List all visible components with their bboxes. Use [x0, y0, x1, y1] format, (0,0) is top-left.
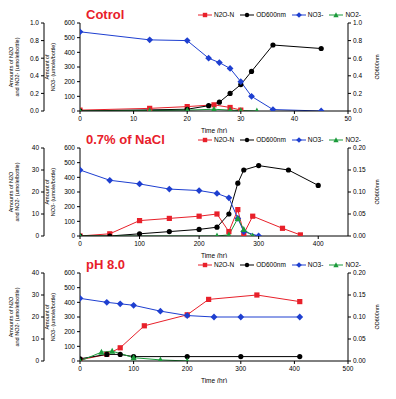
- html-text:NO2-: NO2-: [345, 136, 361, 143]
- svg-text:300: 300: [64, 63, 75, 70]
- svg-text:0: 0: [71, 107, 75, 114]
- svg-text:100: 100: [128, 365, 139, 372]
- svg-text:0.15: 0.15: [353, 291, 366, 298]
- html-text:N2O-N: N2O-N: [214, 11, 235, 18]
- svg-text:0.00: 0.00: [353, 232, 366, 239]
- svg-text:0.6: 0.6: [353, 55, 362, 62]
- svg-text:10: 10: [130, 115, 138, 122]
- html-text:NO3-: NO3-: [307, 261, 324, 268]
- html-text:OD600nm: OD600nm: [256, 261, 286, 268]
- html-text:N2O-N: N2O-N: [214, 261, 235, 268]
- svg-text:200: 200: [64, 78, 75, 85]
- svg-text:400: 400: [64, 299, 75, 306]
- svg-text:0.0: 0.0: [353, 107, 362, 114]
- svg-text:0.05: 0.05: [353, 210, 366, 217]
- svg-text:OD600nm: OD600nm: [374, 304, 380, 329]
- svg-text:0.4: 0.4: [30, 72, 39, 79]
- svg-text:0.10: 0.10: [353, 188, 366, 195]
- svg-text:0: 0: [71, 232, 75, 239]
- svg-text:0.2: 0.2: [353, 90, 362, 97]
- svg-text:0.0: 0.0: [30, 107, 39, 114]
- svg-text:400: 400: [64, 174, 75, 181]
- svg-text:400: 400: [313, 240, 324, 247]
- html-text:NO2-: NO2-: [345, 11, 361, 18]
- svg-text:0.8: 0.8: [30, 37, 39, 44]
- svg-text:0.6: 0.6: [30, 55, 39, 62]
- svg-text:0.8: 0.8: [353, 37, 362, 44]
- svg-text:0: 0: [71, 357, 75, 364]
- svg-text:0: 0: [78, 365, 82, 372]
- svg-text:500: 500: [64, 284, 75, 291]
- svg-text:0: 0: [35, 357, 39, 364]
- svg-text:300: 300: [64, 313, 75, 320]
- svg-text:Time (hr): Time (hr): [201, 252, 227, 258]
- svg-text:200: 200: [64, 328, 75, 335]
- svg-text:500: 500: [343, 365, 354, 372]
- html-text:N2O-N: N2O-N: [214, 136, 235, 143]
- html-text:NO3-: NO3-: [307, 136, 324, 143]
- svg-text:40: 40: [291, 115, 299, 122]
- svg-text:Amount ofNO3- (umole/bottle): Amount ofNO3- (umole/bottle): [44, 168, 56, 216]
- html-text:NO3-: NO3-: [307, 11, 324, 18]
- svg-text:10: 10: [32, 210, 40, 217]
- svg-text:20: 20: [184, 115, 192, 122]
- svg-text:0.20: 0.20: [353, 144, 366, 151]
- svg-text:1.0: 1.0: [30, 19, 39, 26]
- svg-text:600: 600: [64, 19, 75, 26]
- svg-text:200: 200: [194, 240, 205, 247]
- svg-text:20: 20: [32, 188, 40, 195]
- svg-text:500: 500: [64, 159, 75, 166]
- svg-text:100: 100: [64, 93, 75, 100]
- svg-text:100: 100: [134, 240, 145, 247]
- svg-text:600: 600: [64, 269, 75, 276]
- svg-text:300: 300: [235, 365, 246, 372]
- svg-text:0: 0: [35, 232, 39, 239]
- svg-text:20: 20: [32, 313, 40, 320]
- svg-text:100: 100: [64, 343, 75, 350]
- html-text:NO2-: NO2-: [345, 261, 361, 268]
- svg-text:0.20: 0.20: [353, 269, 366, 276]
- svg-text:30: 30: [237, 115, 245, 122]
- svg-text:1.0: 1.0: [353, 19, 362, 26]
- html-text:pH 8.0: pH 8.0: [86, 257, 125, 272]
- svg-text:500: 500: [64, 34, 75, 41]
- svg-text:10: 10: [32, 335, 40, 342]
- svg-text:Amounts of N2Oand NO2- (umole/: Amounts of N2Oand NO2- (umole/bottle): [8, 37, 20, 96]
- svg-text:0.10: 0.10: [353, 313, 366, 320]
- svg-text:OD600nm: OD600nm: [374, 54, 380, 79]
- svg-text:0.4: 0.4: [353, 72, 362, 79]
- svg-text:0.15: 0.15: [353, 166, 366, 173]
- svg-text:0: 0: [78, 240, 82, 247]
- svg-text:300: 300: [253, 240, 264, 247]
- html-text:OD600nm: OD600nm: [256, 11, 286, 18]
- svg-text:40: 40: [32, 144, 40, 151]
- svg-text:600: 600: [64, 144, 75, 151]
- svg-text:400: 400: [289, 365, 300, 372]
- svg-text:0.05: 0.05: [353, 335, 366, 342]
- svg-text:30: 30: [32, 166, 40, 173]
- svg-text:50: 50: [344, 115, 352, 122]
- svg-text:Amounts of N2Oand NO2- (umole/: Amounts of N2Oand NO2- (umole/bottle): [8, 162, 20, 221]
- svg-text:Time (hr): Time (hr): [201, 127, 227, 133]
- svg-text:100: 100: [64, 218, 75, 225]
- svg-text:0: 0: [78, 115, 82, 122]
- svg-text:OD600nm: OD600nm: [374, 179, 380, 204]
- svg-text:40: 40: [32, 269, 40, 276]
- svg-text:Amount ofNO3- (umole/bottle): Amount ofNO3- (umole/bottle): [44, 293, 56, 341]
- html-text:Cotrol: Cotrol: [86, 7, 125, 22]
- svg-text:200: 200: [64, 203, 75, 210]
- svg-text:Time (hr): Time (hr): [201, 377, 227, 383]
- svg-text:30: 30: [32, 291, 40, 298]
- html-text:0.7% of NaCl: 0.7% of NaCl: [86, 132, 165, 147]
- svg-text:200: 200: [182, 365, 193, 372]
- svg-text:0.00: 0.00: [353, 357, 366, 364]
- svg-text:300: 300: [64, 188, 75, 195]
- svg-text:Amounts of N2Oand NO2- (umole/: Amounts of N2Oand NO2- (umole/bottle): [8, 287, 20, 346]
- svg-text:400: 400: [64, 49, 75, 56]
- html-text:OD600nm: OD600nm: [256, 136, 286, 143]
- svg-text:Amount ofNO3- (umole/bottle): Amount ofNO3- (umole/bottle): [44, 43, 56, 91]
- svg-text:0.2: 0.2: [30, 90, 39, 97]
